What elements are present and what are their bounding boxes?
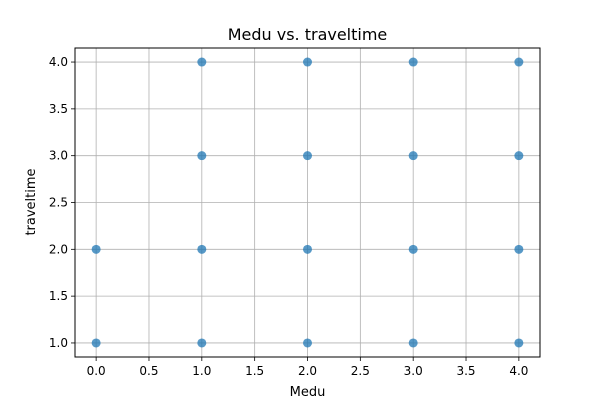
x-tick-label: 4.0	[509, 364, 528, 378]
y-tick-label: 3.0	[49, 149, 68, 163]
chart-title: Medu vs. traveltime	[228, 25, 388, 44]
data-point	[408, 151, 418, 161]
data-point	[303, 244, 312, 254]
y-tick-label: 2.5	[49, 196, 68, 210]
data-point	[514, 151, 524, 161]
data-point	[514, 338, 524, 348]
data-point	[91, 244, 101, 254]
y-tick-label: 4.0	[49, 55, 68, 69]
x-tick-label: 0.0	[87, 364, 106, 378]
data-point	[303, 57, 312, 67]
data-point	[514, 244, 524, 254]
y-tick-label: 1.5	[49, 289, 68, 303]
data-point	[197, 57, 207, 67]
x-tick-label: 2.0	[298, 364, 317, 378]
data-point	[197, 244, 207, 254]
x-tick-label: 2.5	[351, 364, 370, 378]
x-axis-label: Medu	[290, 385, 326, 400]
data-point	[197, 338, 207, 348]
data-points	[91, 57, 524, 348]
data-point	[408, 57, 418, 67]
x-tick-label: 3.5	[456, 364, 475, 378]
data-point	[91, 338, 101, 348]
data-point	[408, 244, 418, 254]
data-point	[408, 338, 418, 348]
y-axis-ticks: 1.0 1.5 2.0 2.5 3.0 3.5 4.0	[49, 55, 75, 350]
y-tick-label: 1.0	[49, 336, 68, 350]
y-axis-label: traveltime	[24, 168, 39, 235]
data-point	[303, 151, 312, 161]
data-point	[303, 338, 312, 348]
x-axis-ticks: 0.0 0.5 1.0 1.5 2.0 2.5 3.0 3.5 4.0	[87, 357, 528, 378]
y-tick-label: 2.0	[49, 242, 68, 256]
x-tick-label: 1.0	[192, 364, 211, 378]
data-point	[514, 57, 524, 67]
x-tick-label: 1.5	[245, 364, 264, 378]
x-tick-label: 3.0	[404, 364, 423, 378]
x-tick-label: 0.5	[139, 364, 158, 378]
data-point	[197, 151, 207, 161]
y-tick-label: 3.5	[49, 102, 68, 116]
